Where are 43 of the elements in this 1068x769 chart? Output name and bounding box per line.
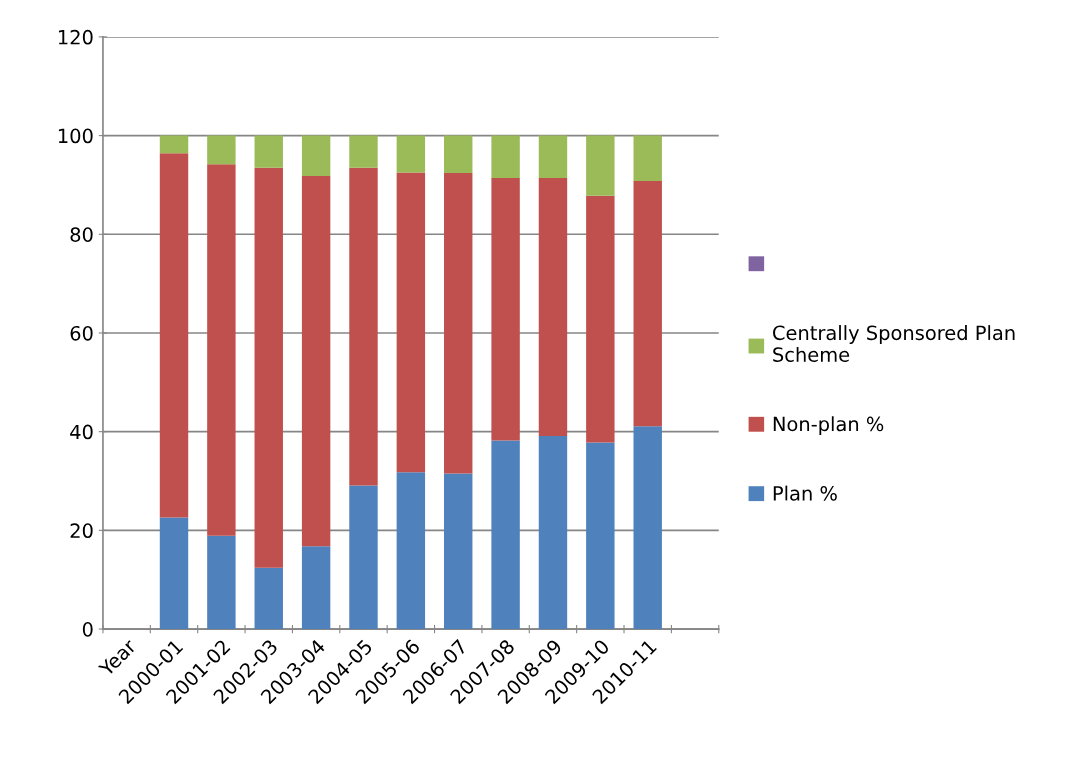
legend-label: Non-plan % xyxy=(773,416,884,436)
bar xyxy=(586,442,615,630)
bar xyxy=(349,167,378,486)
y-tick-label: 100 xyxy=(58,128,93,144)
bar xyxy=(491,440,520,630)
bar xyxy=(538,178,568,437)
bar xyxy=(444,135,473,174)
bar xyxy=(538,436,568,630)
bar xyxy=(586,195,615,443)
bar xyxy=(633,426,662,630)
legend-label: Centrally Sponsored Plan Scheme xyxy=(773,325,1015,362)
bar xyxy=(254,567,283,630)
bar xyxy=(349,135,378,168)
y-tick-label: 0 xyxy=(82,622,93,637)
y-tick-label: 80 xyxy=(70,227,93,242)
bar xyxy=(396,172,426,473)
bar xyxy=(159,517,189,630)
y-tick-label: 120 xyxy=(58,29,93,45)
bar xyxy=(349,485,378,630)
y-tick-label: 20 xyxy=(70,523,93,539)
bar xyxy=(491,135,520,179)
bar xyxy=(301,546,331,630)
bar xyxy=(301,176,331,547)
bar xyxy=(207,535,236,630)
bar xyxy=(159,153,189,518)
bar xyxy=(444,473,473,630)
bar xyxy=(633,181,662,427)
legend-label: Plan % xyxy=(773,485,837,501)
bar xyxy=(207,135,236,165)
bar xyxy=(538,135,568,179)
bar xyxy=(396,472,426,630)
bar xyxy=(254,167,283,568)
bar xyxy=(633,135,662,181)
bar xyxy=(254,135,283,168)
bar xyxy=(491,178,520,441)
bar xyxy=(207,164,236,536)
bar xyxy=(444,173,473,474)
bar xyxy=(396,135,426,173)
bar xyxy=(586,135,615,196)
y-tick-label: 40 xyxy=(70,424,93,440)
y-tick-label: 60 xyxy=(70,325,93,341)
bar xyxy=(159,135,189,154)
bar xyxy=(301,135,331,177)
